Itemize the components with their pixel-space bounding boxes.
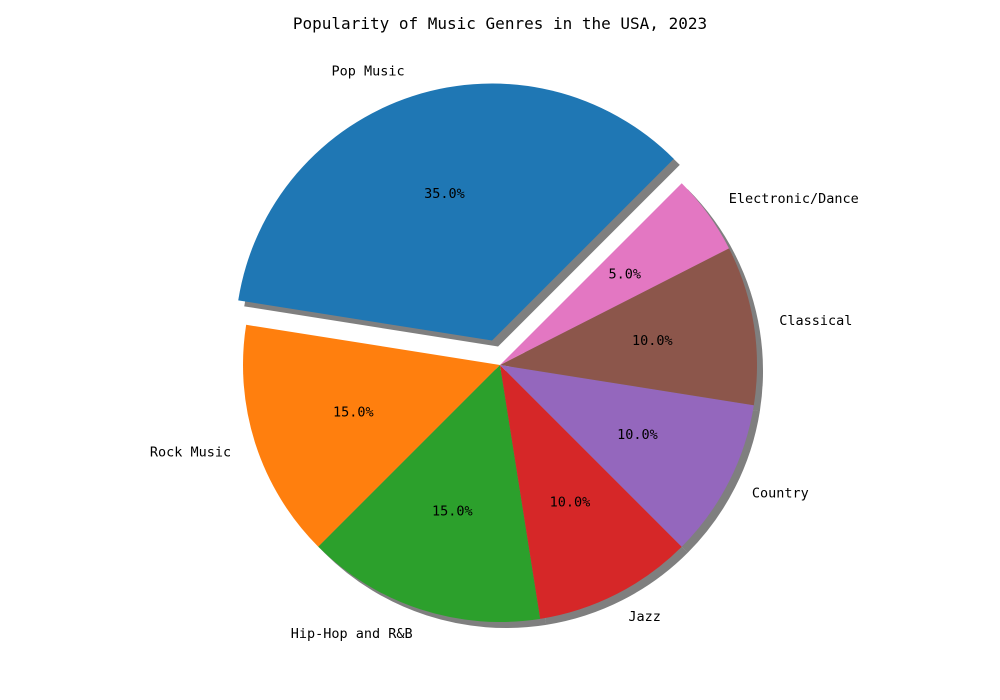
pct-label-hip-hop-and-r-b: 15.0% bbox=[432, 504, 473, 520]
label-hip-hop-and-r-b: Hip-Hop and R&B bbox=[291, 626, 413, 642]
slice-electronic-dance bbox=[500, 183, 729, 365]
pct-label-classical: 10.0% bbox=[632, 333, 673, 349]
slice-hip-hop-and-r-b bbox=[318, 365, 541, 622]
chart-title: Popularity of Music Genres in the USA, 2… bbox=[292, 14, 708, 33]
slice-classical bbox=[500, 248, 757, 406]
label-jazz: Jazz bbox=[628, 609, 661, 625]
label-electronic-dance: Electronic/Dance bbox=[729, 191, 859, 207]
slice-jazz bbox=[500, 365, 682, 619]
pct-label-electronic-dance: 5.0% bbox=[608, 266, 641, 282]
pct-label-pop-music: 35.0% bbox=[424, 186, 465, 202]
label-layer: Pop Music 35.0% Rock Music 15.0% Hip-Hop and… bbox=[150, 64, 859, 642]
label-classical: Classical bbox=[779, 313, 852, 329]
label-pop-music: Pop Music bbox=[332, 64, 405, 80]
slice-layer bbox=[238, 83, 757, 622]
slice-rock-music bbox=[243, 324, 500, 547]
pct-label-rock-music: 15.0% bbox=[333, 405, 374, 421]
slice-pop-music bbox=[238, 83, 674, 341]
slice-country bbox=[500, 365, 754, 547]
pct-label-jazz: 10.0% bbox=[550, 494, 591, 510]
label-country: Country bbox=[752, 485, 809, 501]
pct-label-country: 10.0% bbox=[617, 427, 658, 443]
label-rock-music: Rock Music bbox=[150, 444, 231, 460]
